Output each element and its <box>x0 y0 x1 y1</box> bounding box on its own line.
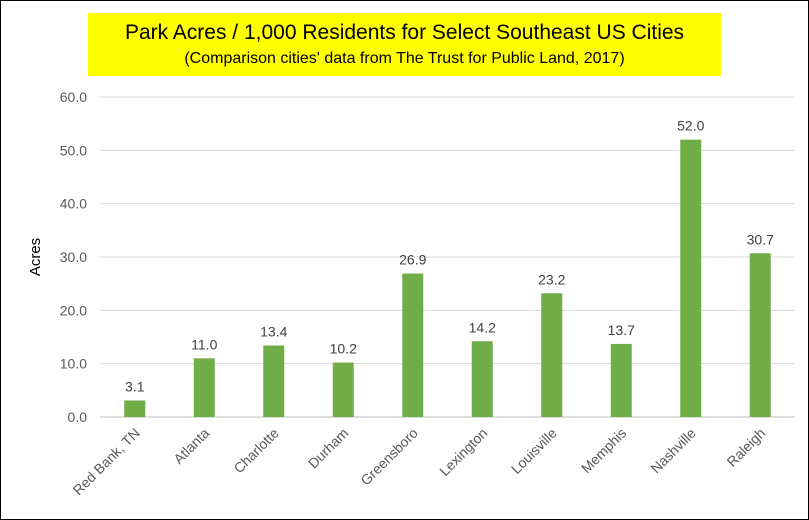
data-label: 26.9 <box>399 252 426 268</box>
x-axis-ticks: Red Bank, TN Atlanta Charlotte Durham Greens… <box>70 425 769 498</box>
x-tick-label: Memphis <box>578 425 629 476</box>
x-tick-label: Lexington <box>436 425 490 479</box>
bar <box>263 345 285 417</box>
data-label: 23.2 <box>538 271 565 287</box>
chart-subtitle: (Comparison cities' data from The Trust … <box>184 50 625 67</box>
chart-title: Park Acres / 1,000 Residents for Select … <box>124 21 685 44</box>
y-tick-label: 20.0 <box>60 302 87 318</box>
data-label: 3.1 <box>125 378 145 394</box>
data-label: 52.0 <box>677 118 704 134</box>
bar <box>402 273 424 417</box>
y-tick-label: 0.0 <box>68 409 88 425</box>
data-label: 13.4 <box>260 324 287 340</box>
y-tick-label: 30.0 <box>60 249 87 265</box>
title-banner: Park Acres / 1,000 Residents for Select … <box>88 13 721 76</box>
bar <box>680 139 702 417</box>
x-tick-label: Atlanta <box>170 425 212 467</box>
data-label: 10.2 <box>330 341 357 357</box>
data-label: 14.2 <box>469 319 496 335</box>
x-tick-label: Greensboro <box>357 425 421 489</box>
bar <box>610 343 632 417</box>
y-tick-label: 50.0 <box>60 142 87 158</box>
data-labels: 3.1 11.0 13.4 10.2 26.9 14.2 23.2 13.7 52.0 30.7 <box>125 118 774 395</box>
data-label: 11.0 <box>191 336 217 352</box>
y-axis-ticks: 0.0 10.0 20.0 30.0 40.0 50.0 60.0 <box>60 89 87 425</box>
x-tick-label: Durham <box>305 425 352 472</box>
bar <box>193 358 215 417</box>
y-tick-label: 40.0 <box>60 196 87 212</box>
bar <box>749 253 771 417</box>
data-label: 13.7 <box>608 322 635 338</box>
y-axis-label: Acres <box>27 238 44 276</box>
bar <box>124 400 146 417</box>
x-tick-label: Louisville <box>508 425 560 477</box>
x-tick-label: Raleigh <box>723 425 768 470</box>
x-tick-label: Charlotte <box>230 425 282 477</box>
bar <box>471 341 493 417</box>
bar <box>332 362 354 417</box>
x-tick-label: Nashville <box>647 425 699 477</box>
bar <box>541 293 563 417</box>
data-label: 30.7 <box>747 231 774 247</box>
gridlines <box>100 96 795 418</box>
y-tick-label: 60.0 <box>60 89 87 105</box>
x-tick-label: Red Bank, TN <box>70 425 143 498</box>
y-tick-label: 10.0 <box>60 356 87 372</box>
bars <box>124 139 771 417</box>
